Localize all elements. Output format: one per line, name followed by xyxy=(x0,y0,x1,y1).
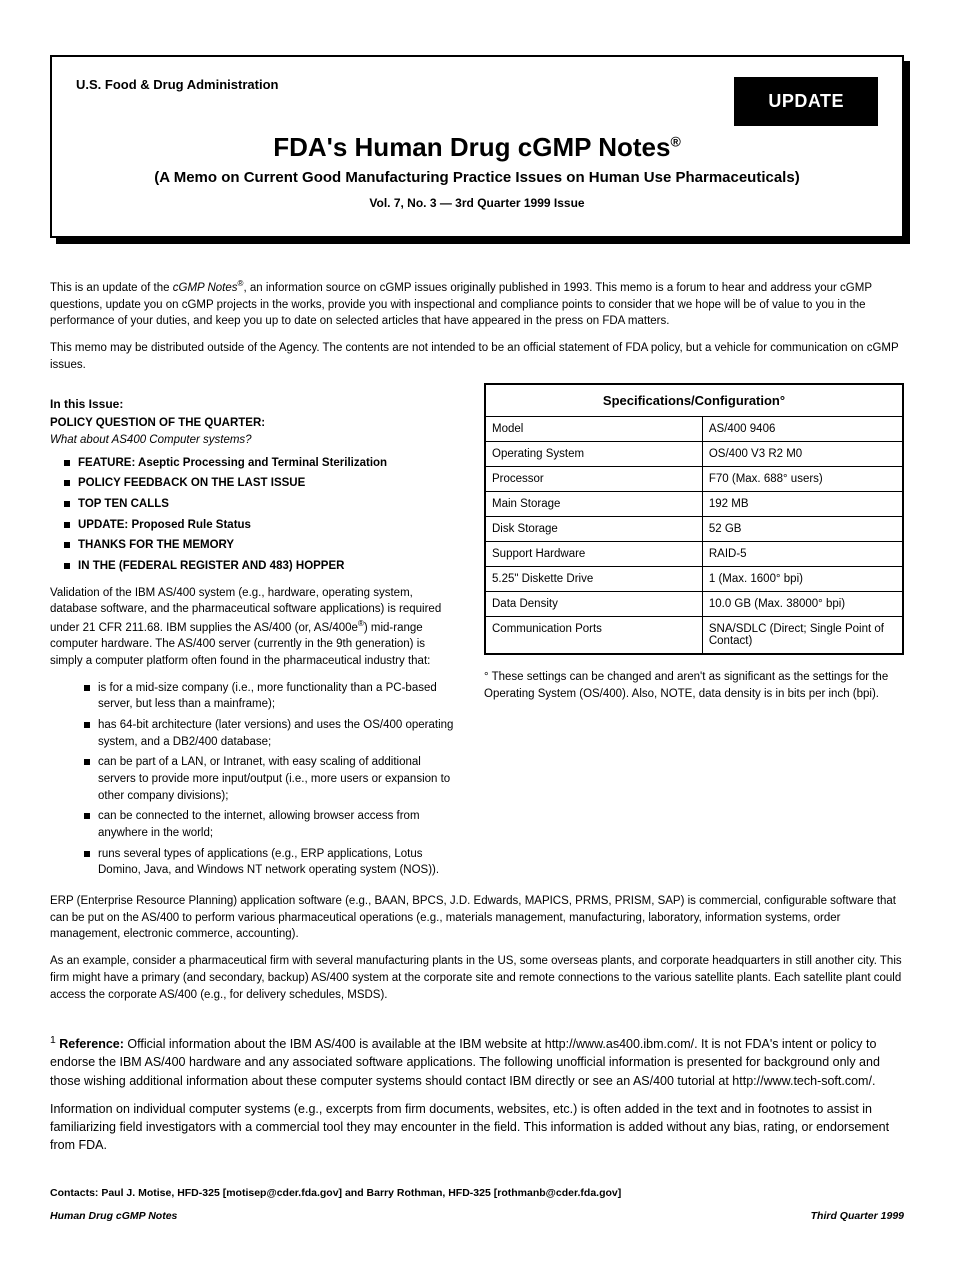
footnote-p1: Official information about the IBM AS/40… xyxy=(50,1037,880,1087)
toc-item: POLICY FEEDBACK ON THE LAST ISSUE xyxy=(64,475,458,492)
footnote-label: Reference: xyxy=(59,1037,124,1051)
table-row: ModelAS/400 9406 xyxy=(485,417,903,442)
intro-para-1: This is an update of the cGMP Notes®, an… xyxy=(50,278,904,330)
footnote-p2: Information on individual computer syste… xyxy=(50,1100,904,1154)
toc-item: UPDATE: Proposed Rule Status xyxy=(64,517,458,534)
table-row: Operating SystemOS/400 V3 R2 M0 xyxy=(485,442,903,467)
footnote: 1 Reference: Official information about … xyxy=(50,1033,904,1154)
footer-quarter: Third Quarter 1999 xyxy=(811,1209,904,1224)
platform-bullet: can be connected to the internet, allowi… xyxy=(84,808,458,841)
registered-mark: ® xyxy=(670,133,680,149)
intro-para-2: This memo may be distributed outside of … xyxy=(50,340,904,373)
policy-question-block: POLICY QUESTION OF THE QUARTER: What abo… xyxy=(50,415,458,448)
toc-item: FEATURE: Aseptic Processing and Terminal… xyxy=(64,455,458,472)
platform-bullet: can be part of a LAN, or Intranet, with … xyxy=(84,754,458,804)
spec-table-title: Specifications/Configuration° xyxy=(485,384,903,417)
in-this-issue-head: In this Issue: xyxy=(50,397,458,411)
toc-item: THANKS FOR THE MEMORY xyxy=(64,537,458,554)
doc-title: FDA's Human Drug cGMP Notes® xyxy=(76,132,878,163)
policy-question-sublabel: What about AS400 Computer systems? xyxy=(50,432,458,449)
doc-date: Vol. 7, No. 3 — 3rd Quarter 1999 Issue xyxy=(76,196,878,210)
platform-bullets: is for a mid-size company (i.e., more fu… xyxy=(50,680,458,879)
toc-item: IN THE (FEDERAL REGISTER AND 483) HOPPER xyxy=(64,558,458,575)
header-box: U.S. Food & Drug Administration UPDATE F… xyxy=(50,55,904,238)
update-badge: UPDATE xyxy=(734,77,878,126)
erp-para: ERP (Enterprise Resource Planning) appli… xyxy=(50,893,904,943)
doc-subtitle: (A Memo on Current Good Manufacturing Pr… xyxy=(76,169,878,186)
contacts-line: Contacts: Paul J. Motise, HFD-325 [motis… xyxy=(50,1186,904,1201)
toc-list: FEATURE: Aseptic Processing and Terminal… xyxy=(50,455,458,575)
doc-title-text: FDA's Human Drug cGMP Notes xyxy=(273,132,670,162)
table-row: ProcessorF70 (Max. 688° users) xyxy=(485,467,903,492)
toc-item: TOP TEN CALLS xyxy=(64,496,458,513)
platform-bullet: has 64-bit architecture (later versions)… xyxy=(84,717,458,750)
table-row: Data Density10.0 GB (Max. 38000° bpi) xyxy=(485,592,903,617)
footnote-number: 1 xyxy=(50,1035,56,1046)
table-row: Disk Storage52 GB xyxy=(485,517,903,542)
validation-para: Validation of the IBM AS/400 system (e.g… xyxy=(50,585,458,670)
policy-question-label: POLICY QUESTION OF THE QUARTER: xyxy=(50,415,458,432)
circ-note: ° These settings can be changed and aren… xyxy=(484,669,904,702)
table-row: Main Storage192 MB xyxy=(485,492,903,517)
table-row: Communication PortsSNA/SDLC (Direct; Sin… xyxy=(485,617,903,655)
page-footer: Contacts: Paul J. Motise, HFD-325 [motis… xyxy=(50,1186,904,1223)
agency-line: U.S. Food & Drug Administration xyxy=(76,77,278,92)
example-para: As an example, consider a pharmaceutical… xyxy=(50,953,904,1003)
table-row: 5.25" Diskette Drive1 (Max. 1600° bpi) xyxy=(485,567,903,592)
footer-title: Human Drug cGMP Notes xyxy=(50,1209,177,1224)
platform-bullet: runs several types of applications (e.g.… xyxy=(84,846,458,879)
platform-bullet: is for a mid-size company (i.e., more fu… xyxy=(84,680,458,713)
table-row: Support HardwareRAID-5 xyxy=(485,542,903,567)
spec-table: Specifications/Configuration° ModelAS/40… xyxy=(484,383,904,655)
